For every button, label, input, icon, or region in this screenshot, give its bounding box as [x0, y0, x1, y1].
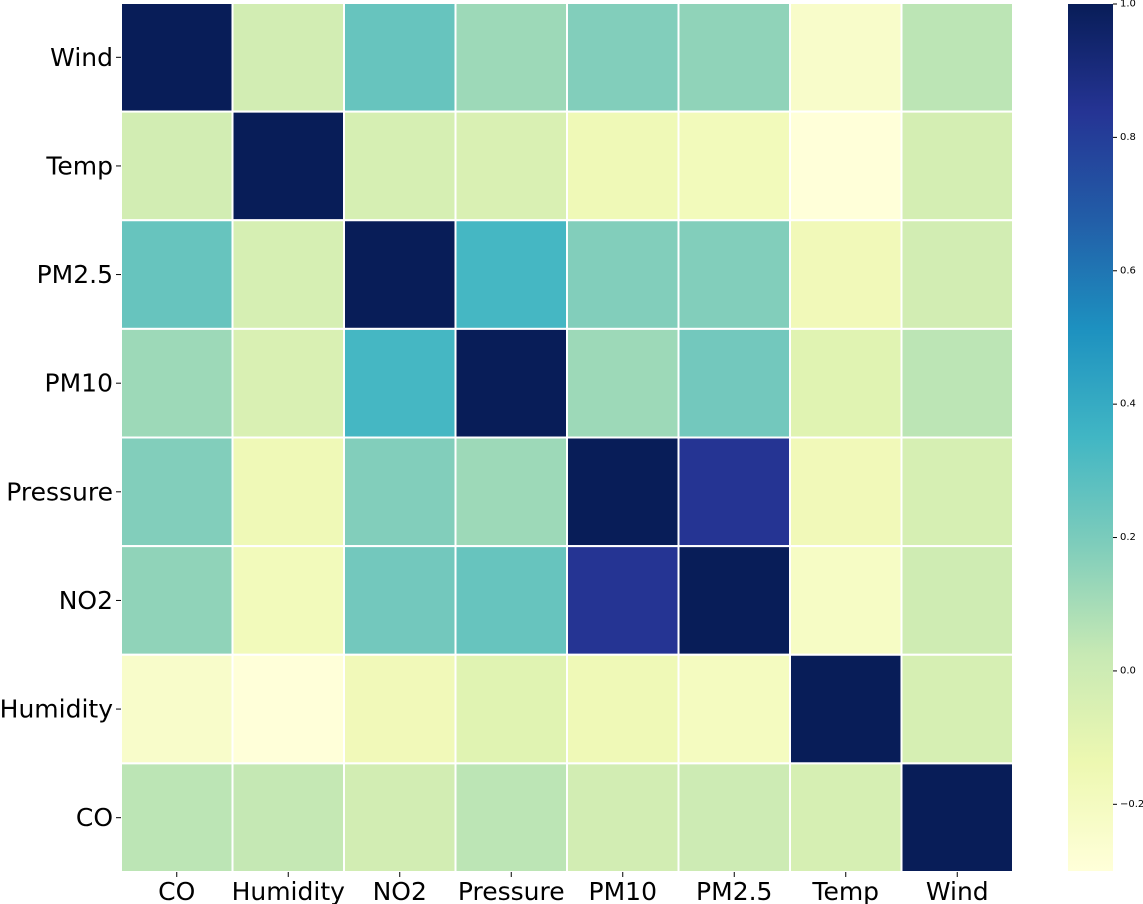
- y-tick-label-pressure: Pressure: [6, 477, 113, 506]
- heatmap-cell-pm2-5-humidity: [231, 219, 345, 330]
- heatmap-cell-co-no2: [343, 762, 457, 873]
- heatmap-cell-pm10-wind: [900, 327, 1014, 439]
- heatmap-cell-pm10-temp: [789, 327, 903, 439]
- heatmap-cell-pressure-pm2-5: [677, 436, 791, 548]
- x-tick-label-temp: Temp: [811, 877, 879, 904]
- heatmap-cell-no2-humidity: [231, 545, 345, 656]
- heatmap-cell-co-wind: [900, 762, 1014, 873]
- heatmap-cell-pressure-pressure: [454, 436, 568, 548]
- heatmap-cell-no2-co: [120, 545, 234, 656]
- heatmap-cell-humidity-pressure: [454, 653, 568, 765]
- heatmap-cell-temp-wind: [900, 110, 1014, 222]
- heatmap-cell-co-co: [120, 762, 234, 873]
- heatmap-cell-pm10-no2: [343, 327, 457, 439]
- colorbar-gradient: [1068, 4, 1113, 871]
- x-tick-label-co: CO: [158, 877, 195, 904]
- heatmap-cell-co-pm10: [566, 762, 680, 873]
- y-tick-label-pm2-5: PM2.5: [37, 260, 113, 289]
- heatmap-cell-wind-wind: [900, 2, 1014, 113]
- y-tick-label-pm10: PM10: [45, 369, 113, 398]
- colorbar-tick-label: 0.6: [1120, 265, 1136, 276]
- colorbar-ticks: −0.2 0.0 0.2 0.4 0.6 0.8 1.0: [1113, 0, 1143, 810]
- heatmap-cell-pm2-5-co: [120, 219, 234, 330]
- heatmap-cell-wind-pressure: [454, 2, 568, 113]
- heatmap-cell-wind-pm10: [566, 2, 680, 113]
- heatmap-cell-co-pressure: [454, 762, 568, 873]
- heatmap-cell-co-pm2-5: [677, 762, 791, 873]
- y-tick-label-humidity: Humidity: [0, 695, 113, 724]
- colorbar-tick-label: −0.2: [1120, 799, 1143, 810]
- heatmap-cell-pm2-5-no2: [343, 219, 457, 330]
- colorbar-tick-label: 0.8: [1120, 132, 1136, 143]
- heatmap-cell-humidity-temp: [789, 653, 903, 765]
- column-labels: CO Humidity NO2 Pressure PM10 PM2.5 Temp Wind: [158, 872, 989, 904]
- heatmap-cell-pm10-co: [120, 327, 234, 439]
- heatmap-cell-co-humidity: [231, 762, 345, 873]
- heatmap-cell-humidity-pm10: [566, 653, 680, 765]
- y-tick-label-temp: Temp: [45, 151, 113, 180]
- colorbar-tick-label: 1.0: [1120, 0, 1136, 10]
- heatmap-cell-temp-co: [120, 110, 234, 222]
- heatmap-cell-wind-humidity: [231, 2, 345, 113]
- colorbar-tick-label: 0.4: [1120, 399, 1136, 410]
- x-tick-label-no2: NO2: [373, 877, 427, 904]
- x-tick-label-humidity: Humidity: [232, 877, 346, 904]
- heatmap-cell-pressure-co: [120, 436, 234, 548]
- heatmap-cell-pressure-pm10: [566, 436, 680, 548]
- heatmap-cell-temp-pressure: [454, 110, 568, 222]
- x-tick-label-pm2-5: PM2.5: [696, 877, 772, 904]
- heatmap-cell-pressure-temp: [789, 436, 903, 548]
- heatmap-cell-humidity-no2: [343, 653, 457, 765]
- heatmap-cell-temp-pm2-5: [677, 110, 791, 222]
- heatmap-cell-pm10-pm10: [566, 327, 680, 439]
- heatmap-cells: [120, 2, 1014, 873]
- heatmap-cell-humidity-wind: [900, 653, 1014, 765]
- heatmap-cell-pm2-5-pm2-5: [677, 219, 791, 330]
- heatmap-cell-pm2-5-pm10: [566, 219, 680, 330]
- heatmap-cell-no2-pm2-5: [677, 545, 791, 656]
- y-tick-label-no2: NO2: [59, 586, 113, 615]
- heatmap-cell-wind-temp: [789, 2, 903, 113]
- y-tick-label-co: CO: [76, 803, 113, 832]
- heatmap-cell-wind-pm2-5: [677, 2, 791, 113]
- row-labels: Wind Temp PM2.5 PM10 Pressure NO2 Humidity CO: [0, 43, 121, 832]
- colorbar-tick-label: 0.2: [1120, 532, 1136, 543]
- heatmap-cell-temp-humidity: [231, 110, 345, 222]
- heatmap-cell-temp-pm10: [566, 110, 680, 222]
- heatmap-cell-pm10-pm2-5: [677, 327, 791, 439]
- x-tick-label-pm10: PM10: [589, 877, 657, 904]
- heatmap-cell-wind-no2: [343, 2, 457, 113]
- heatmap-cell-no2-no2: [343, 545, 457, 656]
- heatmap-cell-pm2-5-wind: [900, 219, 1014, 330]
- heatmap-cell-temp-temp: [789, 110, 903, 222]
- heatmap-cell-pm2-5-temp: [789, 219, 903, 330]
- heatmap-cell-humidity-co: [120, 653, 234, 765]
- heatmap-cell-humidity-humidity: [231, 653, 345, 765]
- colorbar: −0.2 0.0 0.2 0.4 0.6 0.8 1.0: [1068, 0, 1143, 871]
- heatmap-cell-pressure-humidity: [231, 436, 345, 548]
- x-tick-label-pressure: Pressure: [458, 877, 565, 904]
- heatmap-cell-pressure-wind: [900, 436, 1014, 548]
- heatmap-cell-pm2-5-pressure: [454, 219, 568, 330]
- heatmap-cell-no2-pressure: [454, 545, 568, 656]
- heatmap-cell-wind-co: [120, 2, 234, 113]
- heatmap-cell-pm10-humidity: [231, 327, 345, 439]
- heatmap-cell-co-temp: [789, 762, 903, 873]
- heatmap-cell-no2-wind: [900, 545, 1014, 656]
- heatmap-cell-no2-temp: [789, 545, 903, 656]
- colorbar-tick-label: 0.0: [1120, 665, 1136, 676]
- heatmap-cell-humidity-pm2-5: [677, 653, 791, 765]
- heatmap-cell-pressure-no2: [343, 436, 457, 548]
- heatmap-cell-no2-pm10: [566, 545, 680, 656]
- heatmap-cell-temp-no2: [343, 110, 457, 222]
- y-tick-label-wind: Wind: [50, 43, 113, 72]
- heatmap-cell-pm10-pressure: [454, 327, 568, 439]
- x-tick-label-wind: Wind: [926, 877, 989, 904]
